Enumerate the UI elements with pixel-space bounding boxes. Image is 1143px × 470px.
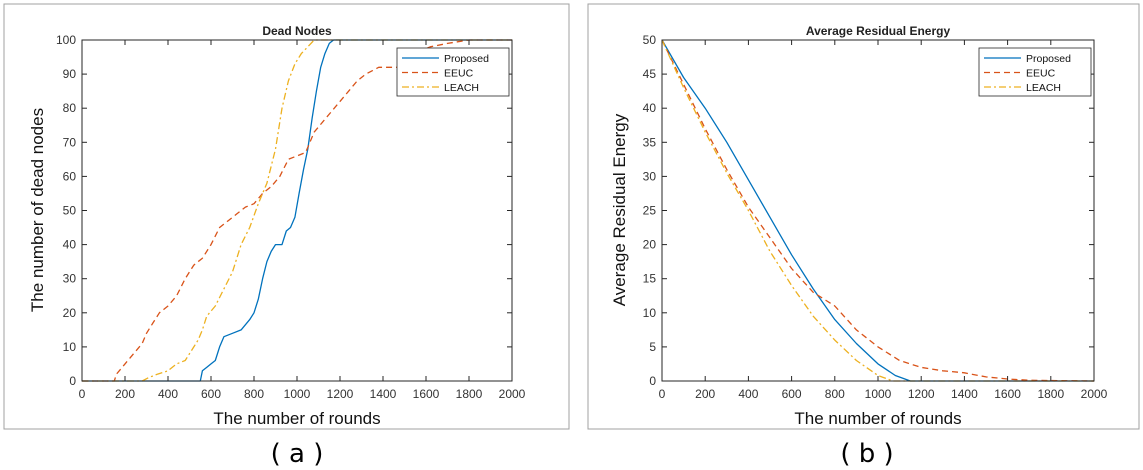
legend-label-eeuc: EEUC [444,68,474,80]
caption-a: ( a ) [271,439,324,469]
x-tick-label: 1200 [908,387,935,401]
plot-area [82,40,512,381]
x-axis-label: The number of rounds [213,409,380,428]
x-tick-label: 1800 [456,387,483,401]
x-tick-label: 1000 [865,387,892,401]
x-tick-label: 400 [738,387,758,401]
x-tick-label: 800 [244,387,264,401]
y-tick-label: 25 [643,204,657,218]
legend-label-leach: LEACH [1026,82,1061,94]
y-tick-label: 15 [643,272,657,286]
chart-title: Dead Nodes [262,24,332,38]
x-tick-label: 1000 [284,387,311,401]
y-tick-label: 50 [643,33,657,47]
legend: Proposed EEUC LEACH [978,47,1092,97]
y-tick-label: 0 [649,374,656,388]
x-tick-label: 1600 [994,387,1021,401]
y-tick-label: 60 [63,169,77,183]
series-line-proposed [82,39,512,382]
series-line-eeuc [82,39,512,382]
x-axis-label: The number of rounds [794,409,961,428]
y-tick-label: 30 [63,272,77,286]
y-tick-label: 40 [643,101,657,115]
legend-label-proposed: Proposed [1026,53,1071,65]
x-tick-label: 400 [158,387,178,401]
y-axis-label: Average Residual Energy [610,113,629,306]
x-tick-label: 200 [115,387,135,401]
residual-energy-chart: Average Residual Energy 0 200 400 600 800 100… [610,24,1108,428]
x-tick-label: 2000 [1081,387,1108,401]
y-tick-label: 100 [56,33,76,47]
y-tick-label: 20 [63,306,77,320]
x-tick-label: 2000 [499,387,526,401]
y-tick-label: 50 [63,204,77,218]
series-line-proposed [662,39,1094,382]
y-tick-label: 5 [649,340,656,354]
x-tick-label: 200 [695,387,715,401]
x-tick-label: 1800 [1037,387,1064,401]
x-tick-label: 600 [782,387,802,401]
y-tick-label: 10 [643,306,657,320]
legend-label-leach: LEACH [444,82,479,94]
plot-area [662,40,1094,381]
y-axis-label: The number of dead nodes [28,108,47,312]
y-tick-label: 20 [643,238,657,252]
legend-label-eeuc: EEUC [1026,68,1056,80]
series-group [662,39,1094,382]
series-line-leach [82,39,512,382]
x-tick-label: 600 [201,387,221,401]
y-tick-label: 90 [63,67,77,81]
series-line-leach [662,39,1094,382]
x-tick-label: 1600 [413,387,440,401]
x-tick-label: 1400 [370,387,397,401]
caption-b: ( b ) [840,439,893,469]
chart-title: Average Residual Energy [806,24,951,38]
y-tick-label: 30 [643,169,657,183]
y-tick-label: 10 [63,340,77,354]
legend-label-proposed: Proposed [444,53,489,65]
y-tick-label: 80 [63,101,77,115]
series-group [82,39,512,382]
x-tick-label: 800 [825,387,845,401]
x-tick-label: 1200 [327,387,354,401]
series-line-eeuc [662,39,1094,382]
y-tick-label: 35 [643,135,657,149]
y-tick-label: 40 [63,238,77,252]
y-tick-label: 70 [63,135,77,149]
x-tick-label: 1400 [951,387,978,401]
legend: Proposed EEUC LEACH [396,47,510,97]
y-tick-label: 0 [69,374,76,388]
x-tick-label: 0 [79,387,86,401]
dead-nodes-chart: Dead Nodes 0 200 400 600 800 1000 1200 1400 1600… [28,24,526,428]
y-tick-label: 45 [643,67,657,81]
x-tick-label: 0 [659,387,666,401]
